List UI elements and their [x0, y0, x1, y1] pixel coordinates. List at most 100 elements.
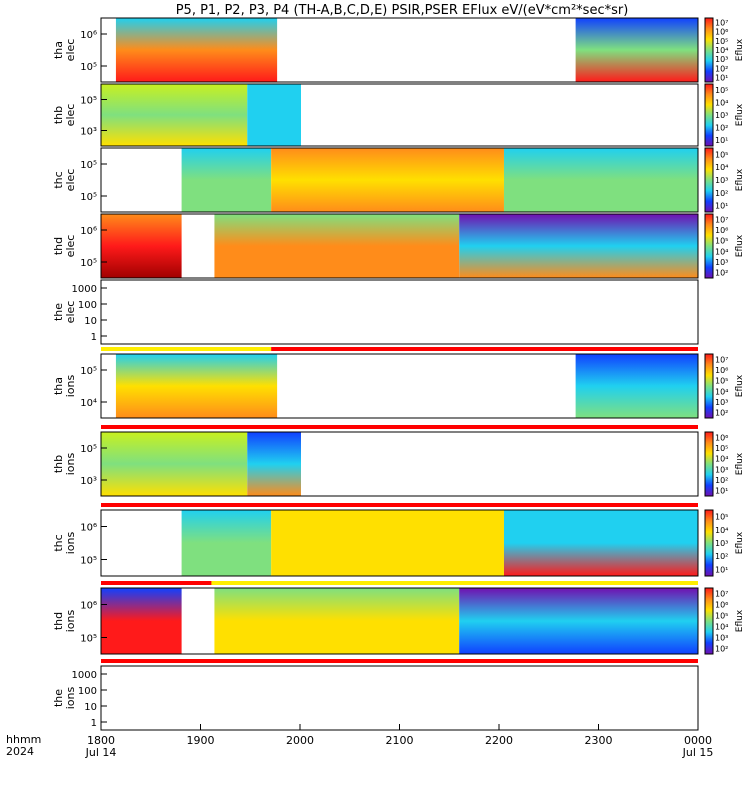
y-tick-label: 10³: [80, 127, 97, 138]
colorbar-label: Eflux: [735, 168, 745, 191]
panel-probe-label: thb: [52, 106, 65, 124]
y-tick-label: 100: [78, 686, 97, 697]
panel-frame: [100, 279, 699, 345]
panel-species-label: ions: [64, 609, 77, 632]
x-axis-title: hhmm: [6, 733, 41, 746]
colorbar-tick-label: 10²: [715, 645, 728, 654]
panel-frame: [100, 17, 699, 83]
spectrogram-block: [101, 84, 248, 146]
y-tick-label: 1: [91, 718, 97, 729]
y-tick-label: 10: [84, 316, 97, 327]
colorbar-tick-label: 10⁶: [715, 366, 728, 375]
x-tick-label: 2100: [386, 734, 414, 747]
colorbar-tick-label: 10²: [715, 123, 728, 132]
colorbar: [704, 509, 714, 577]
panel-species-label: ions: [64, 686, 77, 709]
colorbar-tick-label: 10⁴: [715, 99, 728, 108]
colorbar-tick-label: 10⁶: [715, 226, 728, 235]
chart-title: P5, P1, P2, P3, P4 (TH-A,B,C,D,E) PSIR,P…: [176, 3, 629, 18]
y-tick-label: 10⁵: [80, 556, 97, 567]
y-tick-label: 10: [84, 702, 97, 713]
colorbar-tick-label: 10⁵: [715, 86, 728, 95]
colorbar-tick-label: 10⁷: [715, 590, 728, 599]
spectrogram-block: [575, 354, 698, 418]
panel-species-label: ions: [64, 531, 77, 554]
colorbar-tick-label: 10⁷: [715, 355, 728, 364]
spectrogram-block: [503, 510, 698, 576]
spectrogram-block: [101, 588, 182, 654]
colorbar-label: Eflux: [735, 234, 745, 257]
colorbar: [704, 213, 714, 279]
colorbar-tick-label: 10⁴: [715, 623, 728, 632]
panel-probe-label: the: [52, 303, 65, 321]
y-tick-label: 10⁶: [80, 523, 97, 534]
colorbar-tick-label: 10¹: [715, 487, 728, 496]
spectrogram-block: [115, 18, 278, 82]
colorbar-tick-label: 10³: [715, 176, 728, 185]
colorbar-tick-label: 10⁴: [715, 387, 728, 396]
x-axis: hhmm 2024 1800 1900 2000 2100 2200 2300 0000Ju…: [6, 724, 713, 759]
status-bar: [271, 347, 698, 351]
panel-the-ions: the ions 1 10 100 1000: [52, 665, 699, 731]
x-date-start: Jul 14: [85, 746, 117, 759]
spectrogram-block: [214, 214, 460, 278]
colorbar-tick-label: 10²: [715, 189, 728, 198]
spectrogram-block: [101, 214, 182, 278]
spectrogram-block: [271, 148, 504, 212]
status-bar: [101, 347, 272, 351]
colorbar-tick-label: 10⁶: [715, 28, 728, 37]
colorbar-label: Eflux: [735, 374, 745, 397]
y-tick-label: 1000: [72, 670, 97, 681]
colorbar-tick-label: 10¹: [715, 202, 728, 211]
colorbar-tick-label: 10²: [715, 269, 728, 278]
colorbar-tick-label: 10⁵: [715, 444, 728, 453]
colorbar-tick-label: 10⁵: [715, 237, 728, 246]
status-bar: [101, 425, 698, 429]
colorbar: [704, 587, 714, 655]
colorbar: [704, 147, 714, 213]
colorbar-tick-label: 10⁵: [715, 150, 728, 159]
colorbar-tick-label: 10²: [715, 64, 728, 73]
panel-probe-label: tha: [52, 41, 65, 59]
y-tick-label: 1: [91, 332, 97, 343]
x-tick-label: 1900: [187, 734, 215, 747]
spectrogram-block: [181, 510, 272, 576]
colorbar-tick-label: 10⁴: [715, 163, 728, 172]
colorbar-tick-label: 10⁵: [715, 377, 728, 386]
panel-frame: [100, 587, 699, 655]
panel-probe-label: thd: [52, 237, 65, 255]
colorbar-tick-label: 10³: [715, 55, 728, 64]
colorbar-tick-label: 10⁴: [715, 46, 728, 55]
spectrogram-block: [247, 432, 301, 496]
spectrogram-block: [115, 354, 278, 418]
colorbar-tick-label: 10⁶: [715, 433, 728, 442]
panel-species-label: elec: [64, 104, 77, 127]
colorbar: [704, 353, 714, 419]
panel-frame: [100, 431, 699, 497]
spectrogram-block: [503, 148, 698, 212]
colorbar-label: Eflux: [735, 103, 745, 126]
colorbar-tick-label: 10³: [715, 539, 728, 548]
colorbar-tick-label: 10⁵: [715, 513, 728, 522]
colorbar-tick-label: 10³: [715, 258, 728, 267]
x-axis-year: 2024: [6, 745, 34, 758]
y-tick-label: 1000: [72, 284, 97, 295]
x-tick-label: 2000: [286, 734, 314, 747]
panel-frame: [100, 665, 699, 731]
spectrogram-block: [214, 588, 460, 654]
panel-frame: [100, 83, 699, 147]
spectrogram-block: [459, 588, 698, 654]
y-tick-label: 10⁵: [80, 634, 97, 645]
y-tick-label: 10⁶: [80, 226, 97, 237]
colorbar-label: Eflux: [735, 531, 745, 554]
panel-probe-label: thc: [52, 534, 65, 551]
colorbar-label: Eflux: [735, 452, 745, 475]
panel-probe-label: the: [52, 689, 65, 707]
panel-species-label: ions: [64, 452, 77, 475]
colorbar-tick-label: 10¹: [715, 73, 728, 82]
colorbar-label: Eflux: [735, 609, 745, 632]
